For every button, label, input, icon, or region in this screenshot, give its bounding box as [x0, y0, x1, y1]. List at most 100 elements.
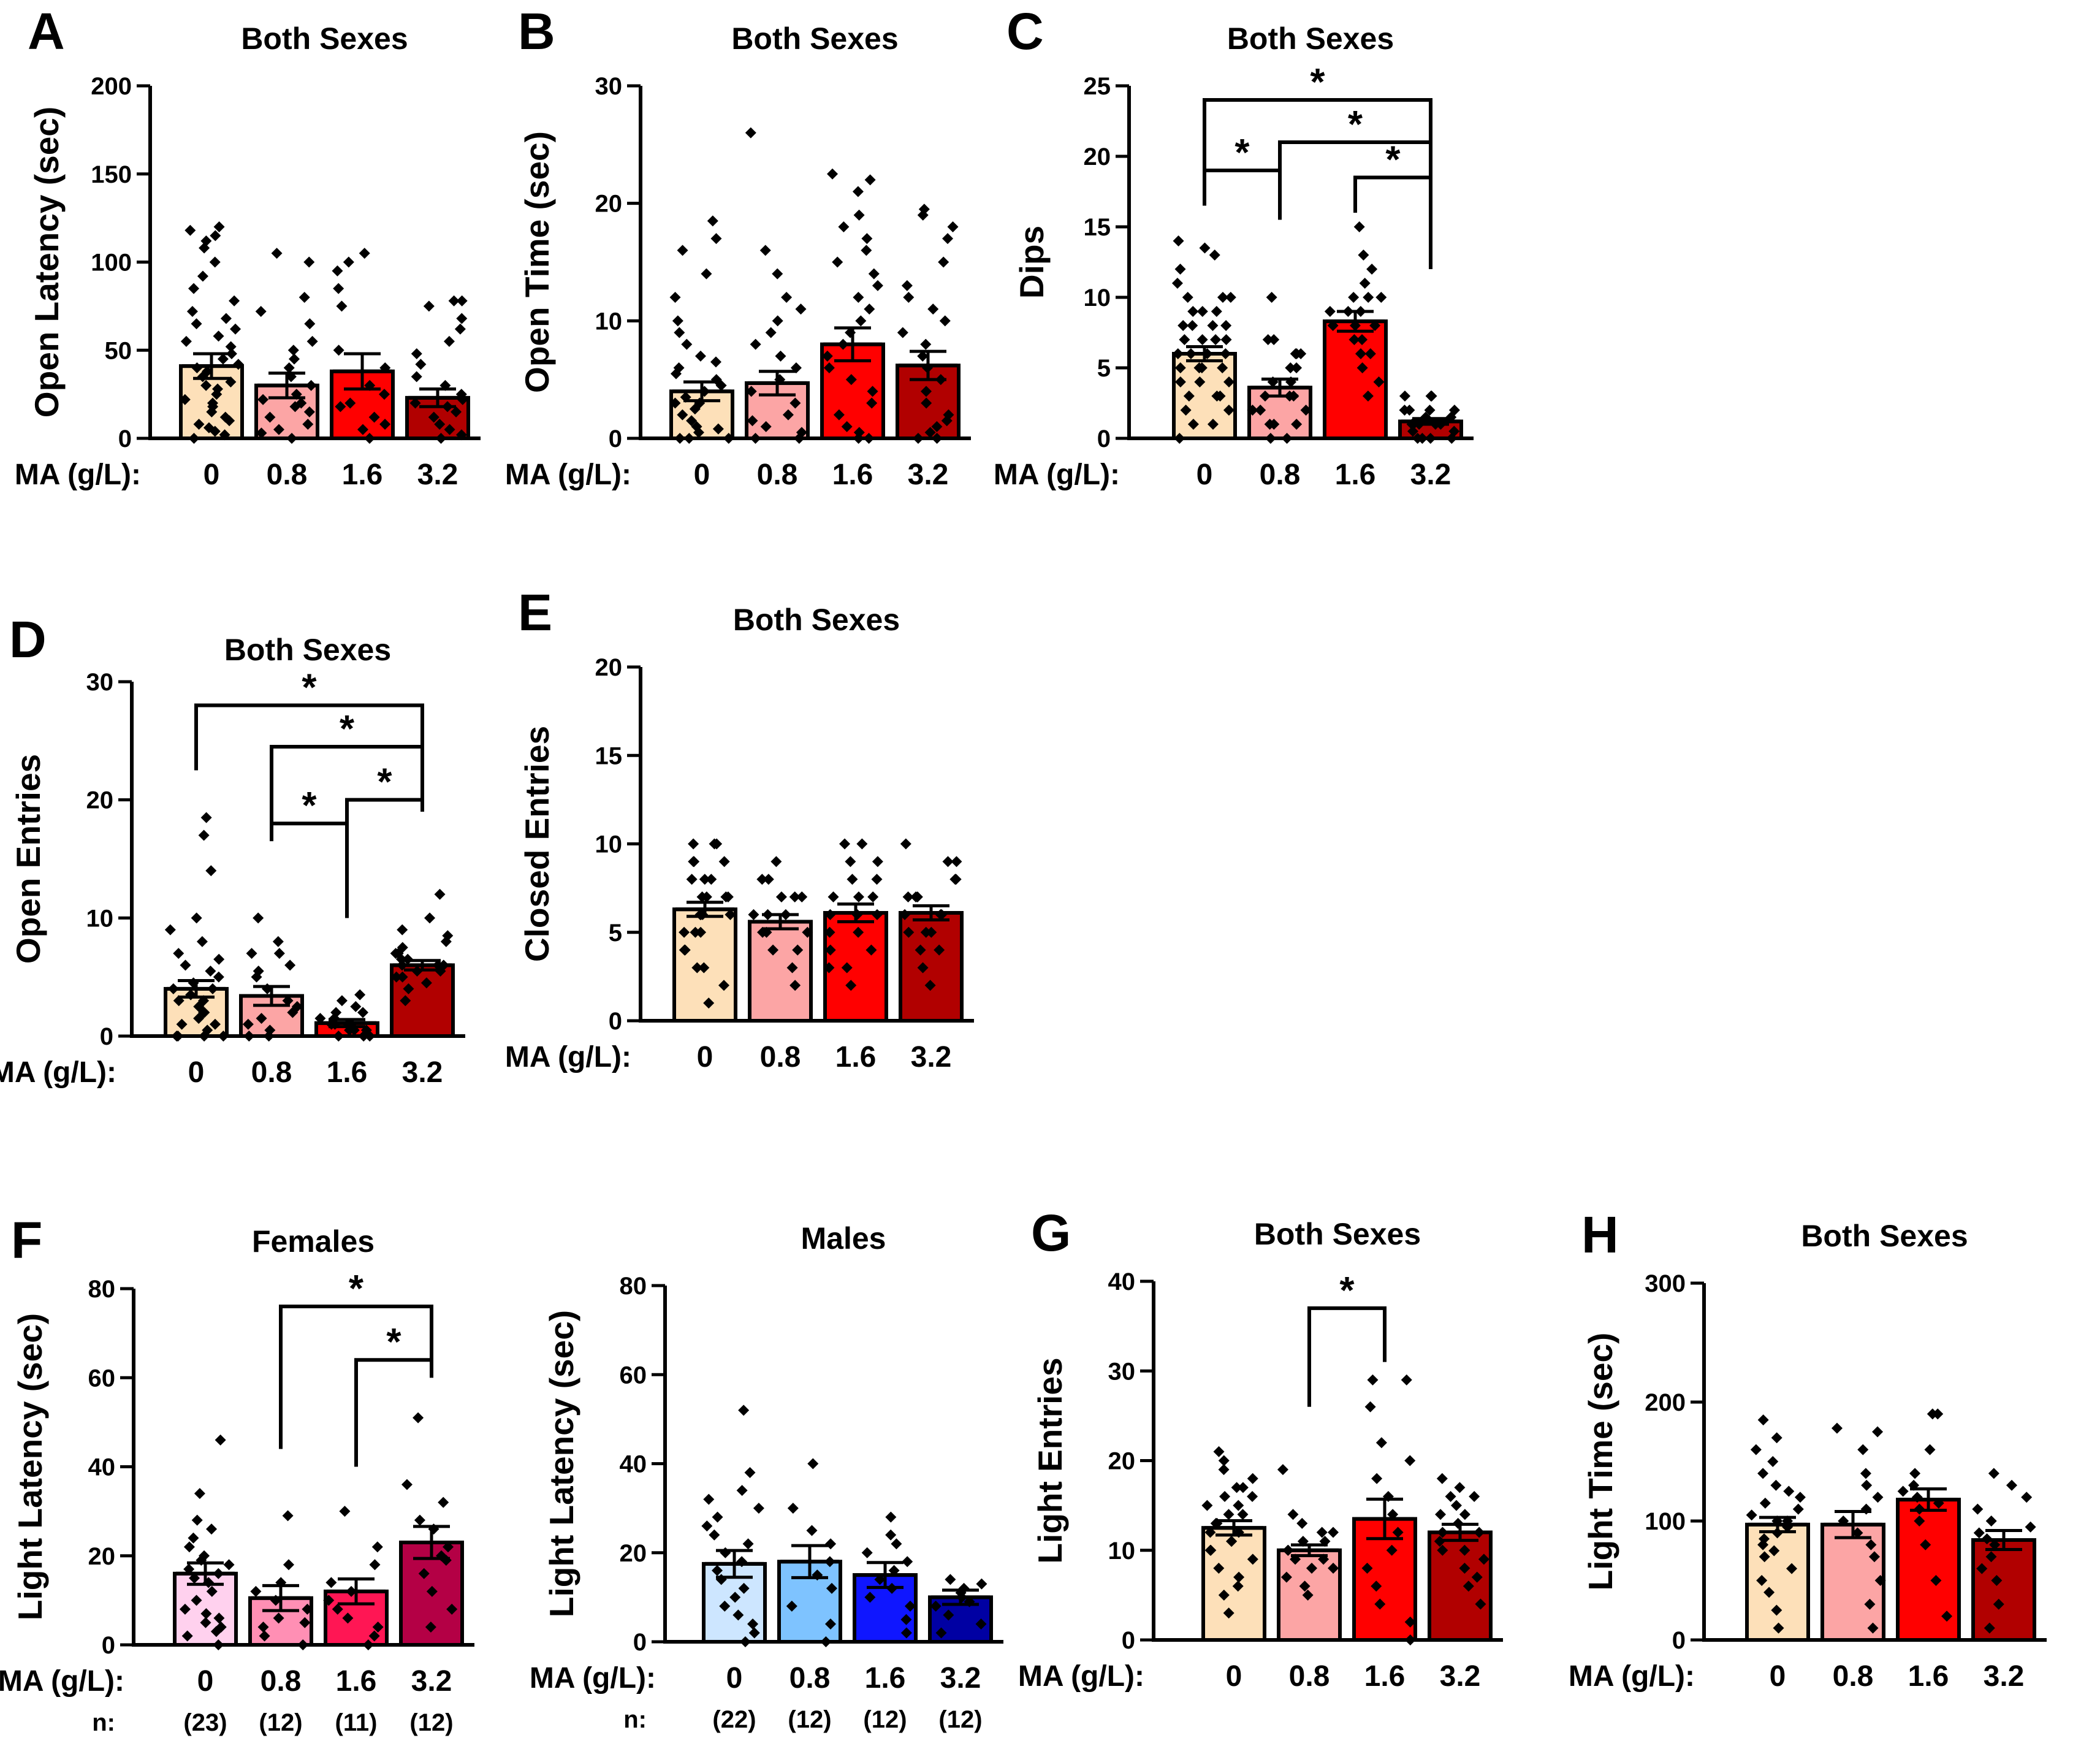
data-point [853, 209, 865, 221]
data-point [1399, 405, 1410, 416]
data-point [369, 1559, 381, 1571]
y-tick-label: 0 [100, 1023, 113, 1050]
data-point [1860, 1468, 1871, 1479]
data-point [283, 1559, 294, 1571]
data-point [424, 912, 436, 924]
data-point [1237, 1509, 1249, 1520]
data-point [1746, 1509, 1757, 1521]
data-point [1991, 1575, 2003, 1586]
bar-0.8 [1820, 1522, 1885, 1642]
y-tick-label: 20 [86, 787, 114, 814]
data-point [926, 926, 937, 938]
data-point [1831, 1422, 1843, 1434]
data-point [284, 959, 296, 971]
data-point [1247, 405, 1258, 416]
data-point [677, 245, 688, 256]
panel-label: H [1581, 1206, 1619, 1264]
data-point [1976, 1563, 1988, 1574]
data-point [927, 303, 939, 315]
data-point [1404, 1634, 1416, 1645]
data-point [207, 397, 218, 409]
data-point [242, 1018, 254, 1030]
significance-bracket [1203, 169, 1282, 220]
data-point [1450, 1500, 1462, 1511]
data-point [674, 327, 685, 338]
data-point [904, 1600, 916, 1612]
data-point [213, 953, 225, 965]
significance-bracket [270, 744, 424, 829]
data-point [425, 1621, 436, 1633]
x-tick-label: 0 [197, 1665, 214, 1698]
data-point [1237, 1482, 1249, 1493]
data-point [1757, 1414, 1769, 1426]
data-point [194, 1488, 205, 1500]
n-label: (12) [409, 1709, 453, 1736]
data-point [199, 1550, 210, 1561]
significance-star: * [386, 1321, 401, 1363]
data-point [230, 323, 242, 335]
data-point [686, 874, 698, 885]
data-point [718, 856, 730, 867]
data-point [853, 292, 864, 303]
data-point [871, 874, 883, 885]
data-point [1255, 405, 1266, 416]
data-point [1291, 362, 1303, 373]
data-point [942, 856, 954, 867]
data-point [1296, 1517, 1308, 1529]
y-tick-label: 20 [1084, 143, 1111, 170]
data-point [1196, 362, 1208, 373]
data-point [1174, 264, 1186, 275]
data-point [297, 1639, 309, 1650]
n-label: (12) [863, 1706, 907, 1733]
data-point [1356, 362, 1368, 373]
data-point [841, 421, 853, 432]
data-point [1773, 1622, 1784, 1634]
data-point [1291, 419, 1303, 430]
data-point [669, 292, 681, 303]
data-point [1349, 334, 1360, 345]
data-point [1209, 250, 1220, 261]
data-point [688, 838, 699, 850]
data-point [1363, 292, 1374, 303]
panel-label: A [28, 2, 65, 60]
data-point [225, 341, 237, 353]
panel-label: B [518, 2, 555, 60]
data-point [200, 1608, 212, 1620]
data-point [855, 315, 867, 327]
data-point [935, 1627, 947, 1639]
data-point [1864, 1598, 1876, 1610]
data-point [1207, 320, 1219, 331]
data-point [414, 1514, 425, 1526]
chart-title: Both Sexes [1254, 1217, 1421, 1251]
data-point [921, 386, 932, 397]
data-point [924, 980, 936, 991]
data-point [172, 1031, 184, 1042]
x-tick-label: 3.2 [1440, 1660, 1481, 1693]
y-axis-label: Closed Entries [518, 726, 556, 962]
data-point [1437, 1544, 1448, 1556]
data-point [934, 944, 945, 956]
x-prefix-label: MA (g/L): [505, 1041, 631, 1073]
data-point [273, 948, 285, 959]
data-point [1358, 250, 1369, 261]
data-point [701, 1520, 713, 1532]
data-point [945, 1574, 956, 1585]
panel-g: G Both Sexes 0 10 20 30 40 Light Entries MA (g/L… [1018, 1204, 1503, 1693]
data-point [826, 1582, 837, 1594]
data-point [1371, 1580, 1382, 1592]
x-tick-label: 1.6 [865, 1662, 906, 1695]
data-point [1920, 1539, 1931, 1550]
data-point [264, 1024, 276, 1036]
significance-star: * [302, 667, 317, 709]
data-point [1287, 1509, 1299, 1520]
data-point [164, 924, 176, 936]
x-tick-label: 0 [697, 1041, 713, 1073]
data-point [451, 406, 462, 417]
data-point [193, 419, 205, 430]
data-point [1196, 334, 1208, 345]
data-point [1988, 1468, 1999, 1479]
data-point [379, 419, 391, 430]
data-point [897, 327, 908, 338]
x-tick-label: 3.2 [908, 459, 949, 491]
